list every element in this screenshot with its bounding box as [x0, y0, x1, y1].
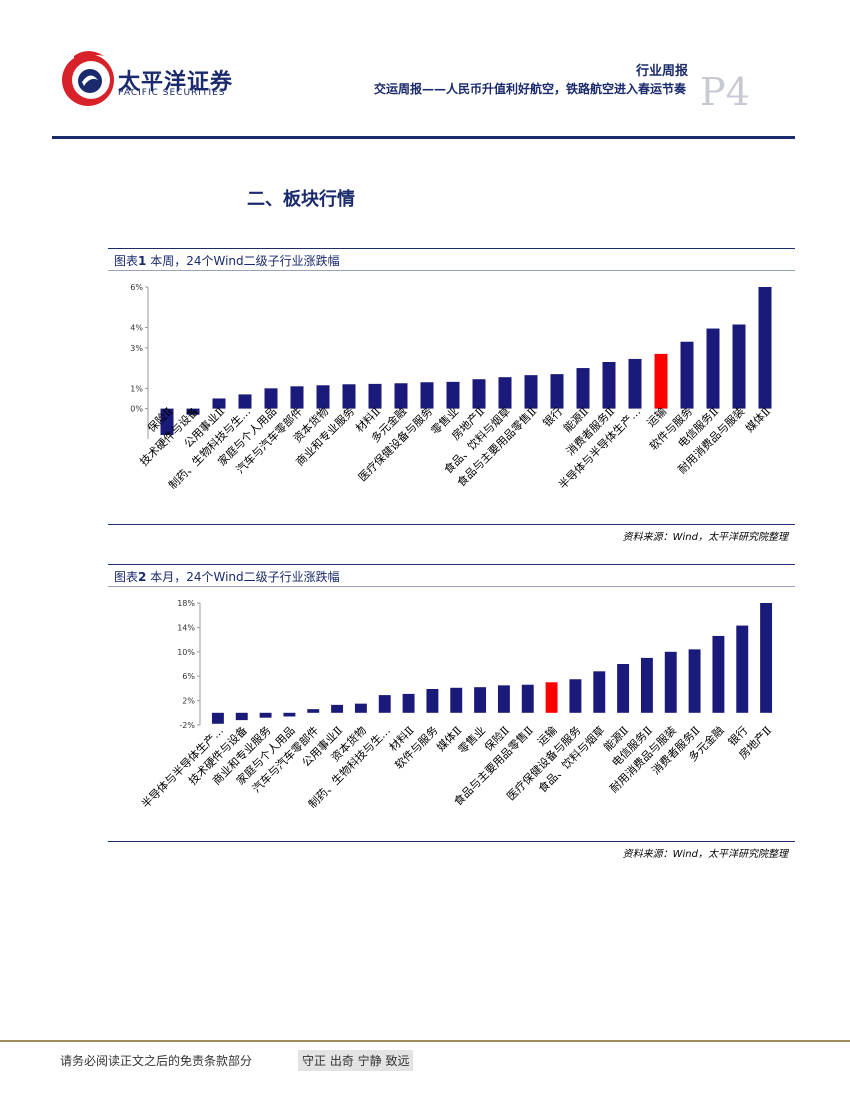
- chart2-bar: [426, 689, 439, 713]
- chart1-bar: [758, 287, 772, 409]
- figure2-caption-prefix: 图表: [114, 570, 139, 584]
- chart2-ytick-label: 14%: [177, 623, 195, 632]
- chart1-bar: [472, 379, 486, 409]
- chart1-bar: [264, 388, 278, 409]
- chart2-bar: [736, 625, 749, 713]
- chart2-ytick-label: 18%: [177, 599, 195, 608]
- figure1-top-rule: [108, 248, 795, 249]
- chart1-bar: [290, 386, 304, 409]
- figure2-top-rule: [108, 564, 795, 565]
- chart1-bar: [316, 385, 330, 409]
- chart2-bar: [712, 635, 725, 713]
- chart2-bar: [521, 684, 534, 713]
- figure2-bar-chart: 18%14%10%6%2%-2%半导体与半导体生产…技术硬件与设备商业和专业服务…: [138, 599, 774, 811]
- header-divider: [52, 136, 795, 139]
- chart2-bar: [593, 671, 606, 713]
- figure2-caption-rule: [108, 586, 795, 587]
- chart1-bar: [394, 383, 408, 409]
- chart1-bar: [212, 398, 226, 409]
- chart2-bar: [640, 657, 653, 713]
- figure2-source: 资料来源：Wind，太平洋研究院整理: [622, 849, 788, 860]
- figure1-caption: 图表1 本周，24个Wind二级子行业涨跌幅: [114, 252, 340, 269]
- chart2-bar: [545, 682, 558, 713]
- chart1-bar: [420, 382, 434, 409]
- chart1-bar: [160, 408, 174, 435]
- chart1-bar: [576, 368, 590, 409]
- chart1-bar: [238, 394, 252, 409]
- chart1-ytick-label: 4%: [130, 324, 143, 333]
- chart1-bar: [654, 353, 668, 409]
- chart2-bar: [259, 712, 272, 718]
- footer-disclaimer: 请务必阅读正文之后的免责条款部分: [60, 1054, 253, 1068]
- page-number: P4: [700, 70, 750, 114]
- logo-text-cn: 太平洋证券: [118, 70, 234, 95]
- chart1-ytick-label: 0%: [130, 405, 143, 414]
- chart1-bar: [602, 361, 616, 409]
- chart2-bar: [211, 712, 224, 724]
- chart1-bar: [680, 341, 694, 409]
- chart1-category-label: 媒体Ⅱ: [742, 404, 773, 435]
- figure1-caption-prefix: 图表: [114, 254, 139, 268]
- logo-text-en: PACIFIC SECURITIES: [118, 88, 226, 98]
- chart1-bar: [498, 377, 512, 409]
- footer-motto: 守正 出奇 宁静 致远: [298, 1050, 414, 1071]
- chart1-ytick-label: 6%: [130, 283, 143, 292]
- figure2-bottom-rule: [108, 841, 795, 842]
- chart2-bar: [760, 603, 773, 713]
- chart1-ytick-label: 1%: [130, 384, 143, 393]
- report-title: 交运周报——人民币升值利好航空，铁路航空进入春运节奏: [373, 82, 686, 96]
- figure2-caption: 图表2 本月，24个Wind二级子行业涨跌幅: [114, 568, 340, 585]
- chart1-bar: [446, 381, 460, 409]
- chart1-bar: [550, 374, 564, 409]
- chart2-ytick-label: 6%: [182, 672, 195, 681]
- chart2-category-label: 零售业: [455, 723, 488, 756]
- figure1-caption-num: 1: [138, 254, 147, 268]
- chart2-ytick-label: 2%: [182, 697, 195, 706]
- chart2-bar: [497, 685, 510, 713]
- chart2-bar: [664, 651, 677, 713]
- figure2-caption-text: 本月，24个Wind二级子行业涨跌幅: [150, 570, 340, 584]
- company-logo: [60, 44, 240, 114]
- chart2-bar: [402, 693, 415, 713]
- chart1-bar: [186, 408, 200, 415]
- chart1-bar: [706, 328, 720, 409]
- chart2-ytick-label: -2%: [179, 721, 195, 730]
- chart2-bar: [307, 709, 320, 713]
- figure1-bottom-rule: [108, 524, 795, 525]
- chart2-bar: [283, 712, 296, 717]
- figure1-caption-rule: [108, 270, 795, 271]
- chart2-bar: [474, 687, 487, 713]
- chart1-bar: [524, 375, 538, 409]
- chart2-bar: [688, 649, 701, 713]
- chart1-bar: [368, 383, 382, 409]
- logo-emblem-icon: [62, 51, 114, 106]
- chart2-bar: [354, 703, 367, 713]
- figure2-caption-num: 2: [138, 570, 147, 584]
- chart2-ytick-label: 10%: [177, 648, 195, 657]
- chart1-bar: [628, 358, 642, 409]
- chart1-bar: [732, 324, 746, 409]
- footer-divider: [0, 1040, 850, 1042]
- section-title: 二、板块行情: [247, 189, 355, 210]
- figure1-source: 资料来源：Wind，太平洋研究院整理: [622, 532, 788, 543]
- figure1-caption-text: 本周，24个Wind二级子行业涨跌幅: [150, 254, 340, 268]
- chart2-bar: [378, 695, 391, 713]
- chart2-bar: [235, 712, 248, 721]
- chart1-bar: [342, 384, 356, 409]
- chart1-ytick-label: 3%: [130, 344, 143, 353]
- report-type: 行业周报: [635, 64, 688, 79]
- chart2-bar: [450, 687, 463, 713]
- chart2-bar: [617, 664, 630, 713]
- chart2-bar: [569, 679, 582, 713]
- chart2-bar: [331, 704, 344, 713]
- figure1-bar-chart: 6%4%3%1%0% 保险Ⅱ技术硬件与设备公用事业Ⅱ制药、生物科技与生…家庭与个人…: [130, 283, 773, 492]
